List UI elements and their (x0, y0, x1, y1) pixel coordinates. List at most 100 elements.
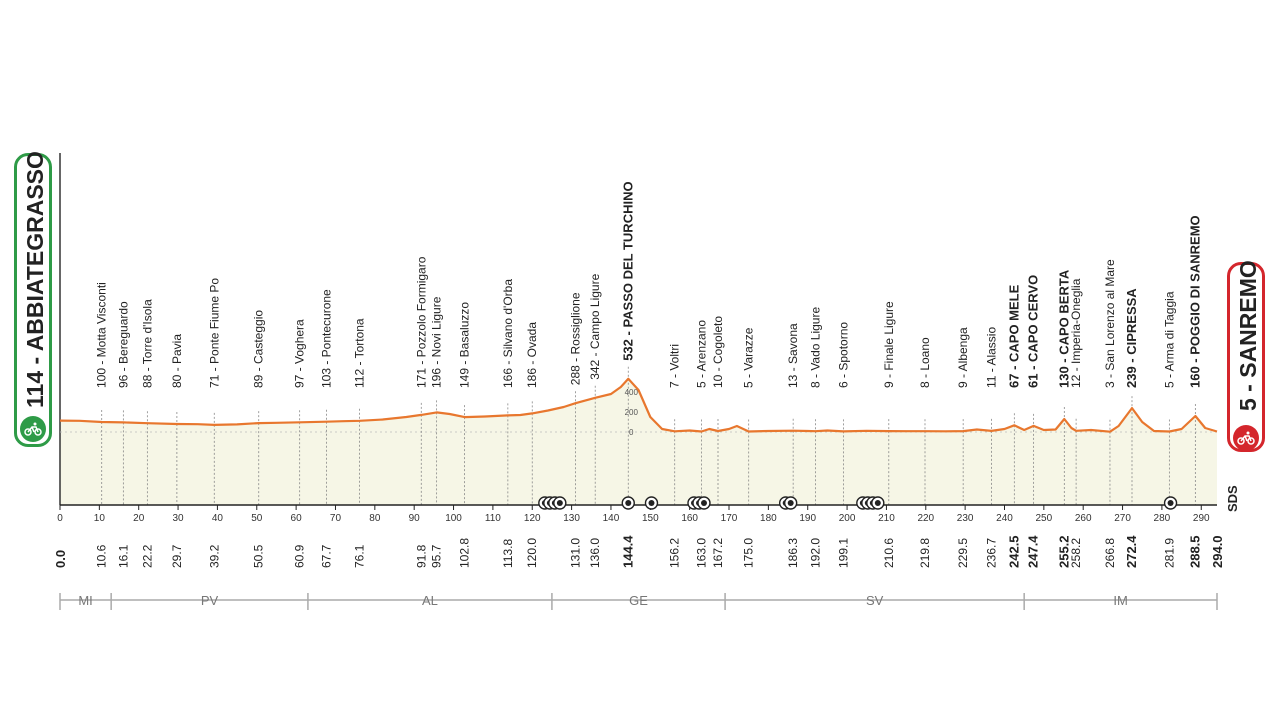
location-km: 136.0 (588, 538, 602, 568)
start-badge: 114 - ABBIATEGRASSO (14, 151, 52, 447)
location-label: 5 - Arenzano (694, 320, 708, 388)
marker-dot (787, 500, 794, 506)
x-tick-label: 0 (57, 513, 63, 524)
location-label: 10 - Cogoleto (711, 316, 725, 388)
cyclist-icon (20, 416, 46, 442)
cyclist-icon (1233, 425, 1259, 451)
location-label: 288 - Rossiglione (569, 292, 583, 385)
location-label: 7 - Voltri (668, 344, 682, 388)
x-tick-label: 20 (133, 513, 145, 524)
location-label: 3 - San Lorenzo al Mare (1103, 259, 1117, 388)
location-km: 210.6 (882, 538, 896, 568)
x-tick-label: 190 (799, 513, 816, 524)
location-label: 67 - CAPO MELE (1006, 284, 1021, 388)
location-label: 103 - Pontecurone (319, 289, 333, 388)
location-km: 186.3 (786, 538, 800, 568)
location-km: 95.7 (430, 544, 444, 568)
location-label: 89 - Casteggio (252, 310, 266, 388)
location-km: 199.1 (837, 538, 851, 568)
location-km: 50.5 (252, 544, 266, 568)
marker-dot (556, 500, 563, 506)
y-tick-label: 400 (625, 388, 639, 397)
location-label: 6 - Spotorno (837, 322, 851, 388)
x-tick-label: 290 (1193, 513, 1210, 524)
location-km: 10.6 (95, 544, 109, 568)
x-tick-label: 100 (445, 513, 462, 524)
region-label: MI (78, 593, 92, 608)
x-tick-label: 130 (563, 513, 580, 524)
x-tick-label: 110 (485, 513, 501, 524)
location-label: 96 - Bereguardo (116, 301, 130, 388)
location-km: 76.1 (352, 544, 366, 568)
location-label: 8 - Loano (918, 337, 932, 388)
marker-dot (874, 500, 881, 506)
location-km: 16.1 (116, 544, 130, 568)
location-km: 255.2 (1056, 535, 1071, 568)
x-tick-label: 210 (878, 513, 895, 524)
location-km: 131.0 (569, 538, 583, 568)
x-tick-label: 270 (1114, 513, 1131, 524)
location-label: 9 - Finale Ligure (882, 301, 896, 388)
location-km: 236.7 (985, 538, 999, 568)
region-label: SV (866, 593, 884, 608)
x-tick-label: 160 (681, 513, 698, 524)
marker-dot (1167, 500, 1174, 506)
location-label: 186 - Ovada (525, 322, 539, 388)
location-km: 247.4 (1026, 535, 1041, 568)
x-tick-label: 70 (330, 513, 342, 524)
location-label: 71 - Ponte Fiume Po (207, 278, 221, 388)
x-tick-label: 80 (369, 513, 381, 524)
location-km: 219.8 (918, 538, 932, 568)
location-label: 11 - Alassio (985, 327, 999, 388)
region-label: AL (422, 593, 438, 608)
region-label: GE (629, 593, 648, 608)
x-tick-label: 280 (1154, 513, 1171, 524)
x-tick-label: 60 (291, 513, 303, 524)
location-km: 258.2 (1069, 538, 1083, 568)
x-tick-label: 50 (251, 513, 263, 524)
x-tick-label: 10 (94, 513, 106, 524)
location-label: 239 - CIPRESSA (1124, 288, 1139, 388)
location-km: 60.9 (293, 544, 307, 568)
location-km: 192.0 (809, 538, 823, 568)
x-tick-label: 220 (917, 513, 934, 524)
location-label: 149 - Basaluzzo (458, 302, 472, 388)
location-km: 102.8 (458, 538, 472, 568)
location-km: 29.7 (170, 544, 184, 568)
location-label: 100 - Motta Visconti (95, 282, 109, 388)
location-label: 61 - CAPO CERVO (1026, 275, 1041, 388)
location-label: 171 - Pozzolo Formigaro (414, 256, 428, 388)
location-label: 13 - Savona (786, 323, 800, 388)
marker-dot (648, 500, 655, 506)
x-tick-label: 30 (172, 513, 184, 524)
x-tick-label: 200 (839, 513, 856, 524)
location-km: 67.7 (319, 544, 333, 568)
sds-logo: SDS (1226, 485, 1240, 512)
location-label: 130 - CAPO BERTA (1056, 269, 1071, 388)
location-km: 266.8 (1103, 538, 1117, 568)
location-km: 144.4 (620, 535, 635, 568)
y-tick-label: 200 (625, 408, 639, 417)
profile-area (60, 378, 1217, 505)
location-label: 9 - Albenga (956, 327, 970, 388)
location-km: 163.0 (694, 538, 708, 568)
x-tick-label: 240 (996, 513, 1013, 524)
location-km: 272.4 (1124, 535, 1139, 568)
marker-dot (700, 500, 707, 506)
profile-line (59, 377, 1218, 433)
location-label: 166 - Silvano d'Orba (501, 279, 515, 388)
location-label: 160 - POGGIO DI SANREMO (1187, 215, 1202, 388)
x-tick-label: 250 (1035, 513, 1052, 524)
location-label: 532 - PASSO DEL TURCHINO (620, 181, 635, 360)
location-km: 242.5 (1006, 535, 1021, 568)
x-tick-label: 140 (603, 513, 620, 524)
x-tick-label: 120 (524, 513, 541, 524)
x-tick-label: 260 (1075, 513, 1092, 524)
region-label: PV (201, 593, 219, 608)
location-km: 113.8 (501, 539, 515, 568)
location-km: 167.2 (711, 538, 725, 568)
location-km: 281.9 (1162, 538, 1176, 568)
location-km: 39.2 (207, 544, 221, 568)
